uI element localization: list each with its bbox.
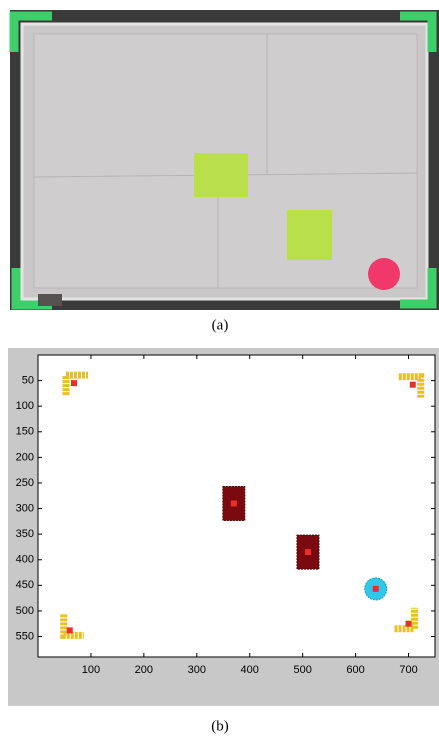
x-tick-label: 700	[399, 664, 417, 676]
caption: (a)	[212, 317, 229, 333]
y-tick-label: 350	[16, 528, 34, 540]
y-tick-label: 300	[16, 502, 34, 514]
robot	[38, 294, 62, 306]
y-tick-label: 400	[16, 554, 34, 566]
x-tick-label: 300	[188, 664, 206, 676]
page: (a) 100 200 300 400 500 600 700 50 100 150 200 250 3…	[0, 0, 439, 740]
x-tick-label: 200	[135, 664, 153, 676]
x-tick-label: 500	[293, 664, 311, 676]
x-tick-label: 400	[241, 664, 259, 676]
figure: (a) 100 200 300 400 500 600 700 50 100 150 200 250 3…	[0, 0, 439, 740]
y-tick-label: 100	[16, 400, 34, 412]
y-tick-label: 250	[16, 477, 34, 489]
y-tick-label: 500	[16, 605, 34, 617]
y-tick-label: 450	[16, 579, 34, 591]
centroid	[410, 382, 416, 388]
pink-ball	[368, 258, 400, 290]
y-tick-label: 50	[22, 374, 34, 386]
y-tick-label: 550	[16, 630, 34, 642]
y-tick-label: 200	[16, 451, 34, 463]
x-tick-label: 100	[82, 664, 100, 676]
centroid	[71, 380, 77, 386]
y-tick-label: 150	[16, 426, 34, 438]
centroid	[231, 500, 237, 506]
centroid	[67, 627, 73, 633]
green-block	[194, 153, 248, 197]
centroid	[373, 586, 379, 592]
centroid	[305, 549, 311, 555]
green-block	[287, 210, 332, 260]
x-tick-label: 600	[346, 664, 364, 676]
caption: (b)	[211, 718, 229, 734]
centroid	[406, 621, 412, 627]
photo	[10, 10, 439, 333]
